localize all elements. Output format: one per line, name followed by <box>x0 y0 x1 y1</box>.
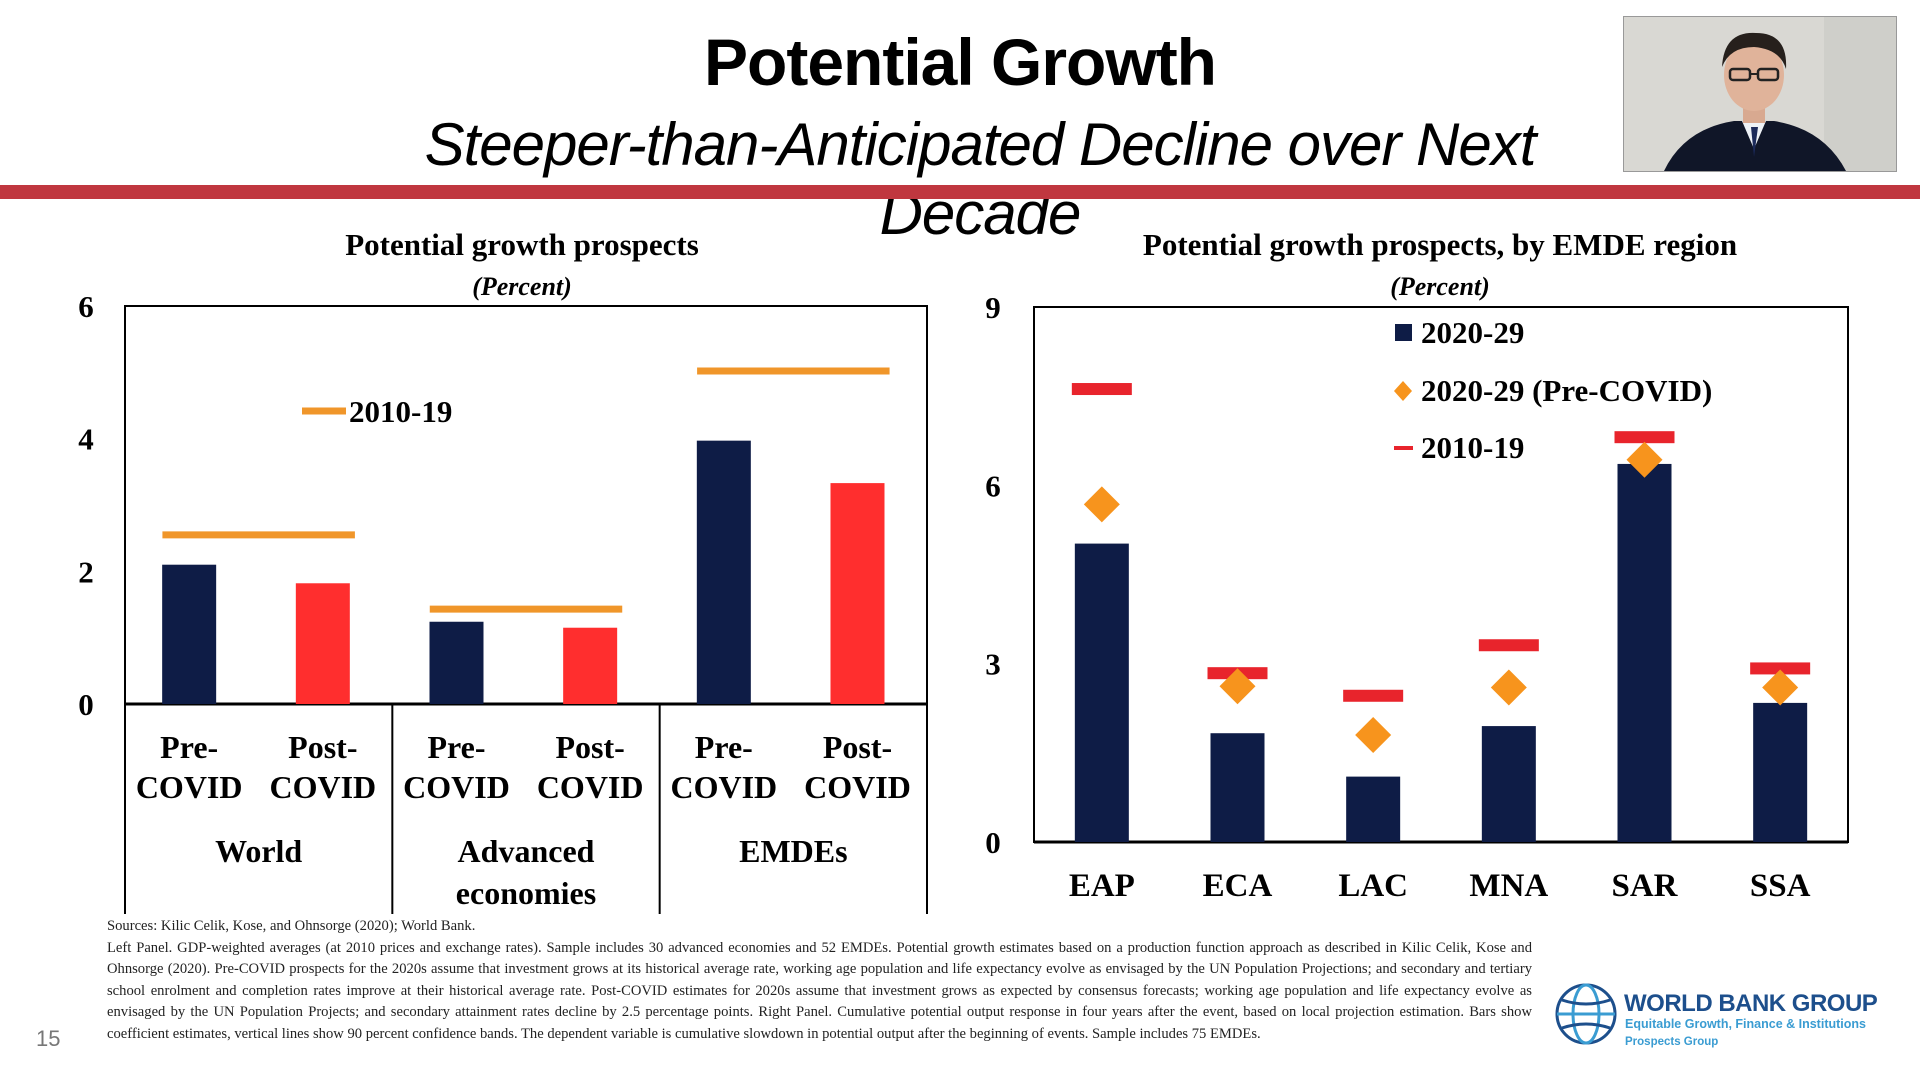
post-covid-label: COVID <box>269 769 376 805</box>
diamond-pre-covid <box>1219 668 1256 705</box>
world-bank-logo[interactable]: WORLD BANK GROUP Equitable Growth, Finan… <box>1552 982 1897 1052</box>
presenter-webcam[interactable] <box>1623 16 1897 172</box>
group-label: economies <box>456 875 596 911</box>
post-covid-label: COVID <box>537 769 644 805</box>
right-ytick-label: 9 <box>985 290 1001 325</box>
region-label: MNA <box>1469 868 1548 904</box>
bar-post-covid <box>295 583 350 704</box>
left-ytick-label: 4 <box>78 422 94 457</box>
slide-subtitle: Steeper-than-Anticipated Decline over Ne… <box>424 111 1537 247</box>
diamond-pre-covid <box>1490 669 1527 706</box>
left-plot-frame <box>124 305 928 705</box>
left-ytick-label: 6 <box>78 289 94 324</box>
right-legend: 2020-29 2020-29 (Pre-COVID) 2010-19 <box>1394 315 1712 465</box>
bar-2020-29 <box>1074 543 1129 842</box>
right-chart-unit: (Percent) <box>1390 272 1490 301</box>
bar-2020-29 <box>1210 733 1265 842</box>
bar-pre-covid <box>696 440 751 704</box>
bar-post-covid <box>563 627 618 704</box>
pre-covid-label: COVID <box>403 769 510 805</box>
legend-diamond-marker <box>1394 381 1412 401</box>
left-chart: Potential growth prospects (Percent) 0 2 4… <box>78 227 928 914</box>
legend-label-2010-19: 2010-19 <box>1421 430 1524 465</box>
marker-2010-19 <box>1614 431 1675 444</box>
footnote-sources: Sources: Kilic Celik, Kose, and Ohnsorge… <box>107 918 476 934</box>
logo-tagline: Equitable Growth, Finance & Institutions <box>1625 1017 1866 1031</box>
diamond-pre-covid <box>1762 669 1799 706</box>
group-label: Advanced <box>458 833 595 869</box>
globe-icon <box>1555 983 1617 1045</box>
legend-label-2020-29: 2020-29 <box>1421 315 1524 350</box>
logo-name: WORLD BANK GROUP <box>1624 990 1878 1017</box>
footnote-text: Left Panel. GDP-weighted averages (at 20… <box>107 939 1532 1042</box>
left-chart-title: Potential growth prospects <box>345 227 699 262</box>
diamond-pre-covid <box>1626 441 1663 478</box>
pre-covid-label: COVID <box>136 769 243 805</box>
legend-bar-marker <box>1395 324 1412 341</box>
marker-2010-19 <box>1071 383 1132 396</box>
bar-pre-covid <box>429 621 484 704</box>
bar-post-covid <box>830 483 885 704</box>
post-covid-label: Post- <box>556 729 625 765</box>
region-label: EAP <box>1069 868 1135 904</box>
bar-2020-29 <box>1481 726 1536 842</box>
presenter-video-icon <box>1624 17 1896 171</box>
logo-group: Prospects Group <box>1625 1036 1719 1048</box>
post-covid-label: Post- <box>823 729 892 765</box>
pre-covid-label: Pre- <box>427 729 485 765</box>
pre-covid-label: Pre- <box>695 729 753 765</box>
slide-title: Potential Growth <box>704 25 1217 99</box>
left-ytick-label: 0 <box>78 687 94 722</box>
bar-2020-29 <box>1753 702 1808 842</box>
left-chart-unit: (Percent) <box>472 272 572 301</box>
bar-2020-29 <box>1346 776 1401 842</box>
post-covid-label: Post- <box>288 729 357 765</box>
group-label: EMDEs <box>739 833 847 869</box>
footnote: Sources: Kilic Celik, Kose, and Ohnsorge… <box>107 916 1532 1045</box>
marker-2010-19 <box>1478 639 1539 652</box>
bar-2020-29 <box>1617 463 1672 842</box>
left-legend: 2010-19 <box>302 394 452 429</box>
right-ytick-label: 0 <box>985 825 1001 860</box>
right-ytick-label: 3 <box>985 647 1001 682</box>
right-chart-title: Potential growth prospects, by EMDE regi… <box>1143 227 1737 262</box>
slide-number: 15 <box>36 1026 61 1051</box>
region-label: SAR <box>1611 868 1678 904</box>
group-label: World <box>215 833 302 869</box>
right-ytick-label: 6 <box>985 468 1001 503</box>
left-legend-label: 2010-19 <box>349 394 452 429</box>
right-chart: Potential growth prospects, by EMDE regi… <box>985 227 1849 904</box>
region-label: LAC <box>1338 868 1408 904</box>
diamond-pre-covid <box>1355 717 1392 753</box>
region-label: SSA <box>1750 868 1811 904</box>
left-ytick-label: 2 <box>78 554 94 589</box>
pre-covid-label: Pre- <box>160 729 218 765</box>
marker-2010-19 <box>1343 689 1404 702</box>
bar-pre-covid <box>162 564 217 704</box>
pre-covid-label: COVID <box>670 769 777 805</box>
title-divider-band <box>0 185 1920 199</box>
region-label: ECA <box>1203 868 1273 904</box>
post-covid-label: COVID <box>804 769 911 805</box>
marker-2010-19 <box>1750 662 1811 675</box>
diamond-pre-covid <box>1083 486 1120 523</box>
legend-label-pre-covid: 2020-29 (Pre-COVID) <box>1421 373 1712 408</box>
